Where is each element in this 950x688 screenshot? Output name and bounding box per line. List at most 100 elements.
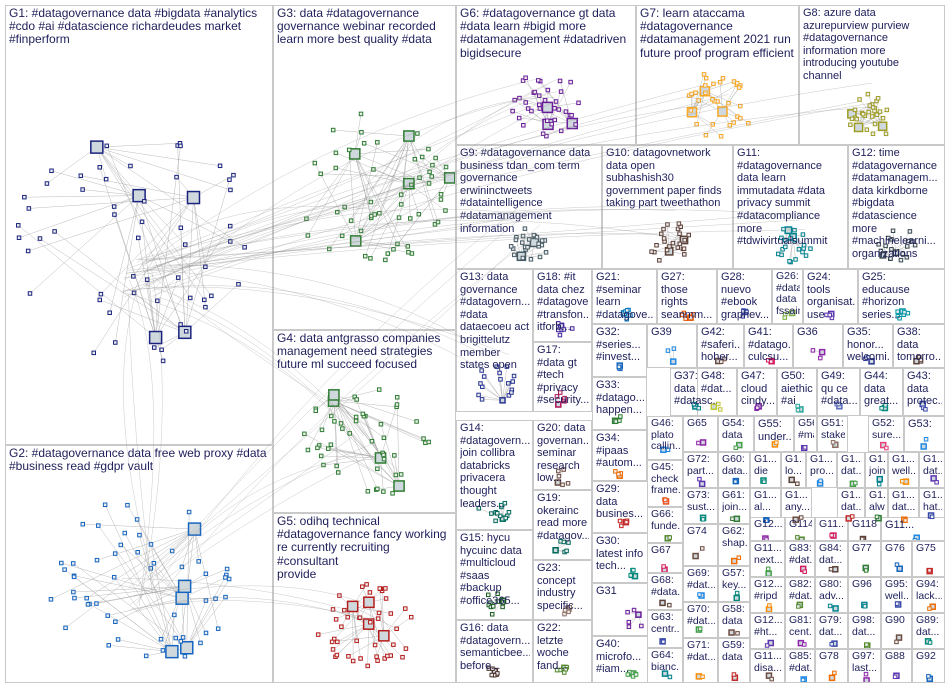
hub-node	[698, 480, 706, 487]
edge	[558, 109, 573, 124]
node	[549, 121, 554, 127]
node	[926, 674, 931, 679]
hub-node	[659, 599, 666, 607]
edge	[127, 505, 183, 599]
edge	[162, 586, 185, 651]
node	[859, 110, 865, 116]
edge	[704, 91, 715, 102]
edge	[378, 612, 385, 636]
edge	[497, 513, 503, 519]
group-cell-g74: G74	[683, 524, 718, 566]
node	[545, 87, 551, 93]
node	[734, 82, 740, 88]
edge	[385, 177, 450, 261]
group-label: G82: #dat...	[789, 579, 812, 602]
group-cell-g88: G88	[881, 649, 912, 683]
hub-node	[853, 122, 864, 133]
hub-node	[800, 676, 807, 682]
group-label: G50: aiethic #ai	[781, 370, 813, 408]
hub-node	[499, 515, 507, 522]
node	[227, 223, 233, 229]
node	[682, 252, 687, 257]
edge	[333, 399, 357, 402]
node	[203, 630, 209, 636]
edge	[352, 606, 360, 618]
edge	[376, 635, 385, 657]
edge	[820, 352, 823, 359]
node	[476, 392, 481, 398]
group-cell-g45: G45: check frame...	[647, 460, 683, 507]
node	[318, 453, 324, 459]
node	[686, 93, 692, 98]
node	[107, 310, 112, 316]
node	[480, 384, 485, 390]
edge	[704, 81, 735, 92]
edge	[314, 162, 356, 242]
node	[326, 446, 331, 451]
edge	[354, 153, 372, 203]
group-cell-g32: G32: #series... #invest...	[592, 324, 647, 377]
node	[552, 117, 558, 123]
node	[539, 238, 545, 243]
edge	[521, 234, 535, 257]
node	[676, 221, 682, 226]
group-cell-g82: G82: #dat...	[785, 577, 815, 613]
edge	[432, 164, 450, 179]
node	[682, 237, 687, 243]
node	[398, 472, 404, 477]
node	[525, 106, 531, 111]
edge	[414, 158, 450, 179]
node	[733, 479, 738, 484]
group-label: G1... pro...	[810, 454, 834, 477]
hub-node	[800, 445, 808, 451]
group-label: G43: data protec...	[907, 370, 942, 408]
node	[427, 169, 432, 175]
group-label: G12...	[754, 519, 782, 530]
node	[761, 479, 767, 484]
group-label: G76	[885, 543, 905, 554]
node	[563, 109, 569, 114]
group-label: G59: data	[722, 640, 745, 663]
edge	[24, 195, 140, 198]
node	[25, 248, 31, 254]
hub-node	[699, 85, 711, 97]
hub-node	[165, 644, 179, 659]
node	[731, 672, 737, 677]
edge	[666, 239, 685, 251]
group-cell-g17: G17: #data gt #tech #privacy #security..…	[533, 342, 592, 412]
edge	[99, 299, 185, 333]
node	[372, 642, 378, 648]
group-label: G22: letzte woche fand...	[537, 622, 569, 672]
edge	[304, 433, 400, 487]
node	[552, 106, 557, 111]
node	[131, 274, 136, 279]
edge	[695, 548, 703, 557]
group-cell-g51: G51: stake...	[817, 416, 848, 452]
edge	[100, 197, 194, 295]
edge	[381, 590, 385, 636]
edge	[18, 195, 140, 238]
node	[112, 212, 117, 217]
edge	[408, 135, 436, 225]
edge	[39, 238, 185, 333]
edge	[181, 598, 186, 657]
node	[618, 471, 624, 476]
hub-node	[717, 106, 728, 117]
node	[392, 453, 397, 458]
edge	[677, 228, 685, 241]
edge	[61, 562, 183, 599]
edge	[368, 602, 407, 649]
edge	[96, 146, 231, 191]
group-label: G16: data #datagovern... semanticbee... …	[460, 622, 530, 672]
edge	[691, 112, 722, 137]
group-label: G90	[885, 615, 905, 626]
edge	[394, 455, 400, 487]
hub-node	[374, 452, 387, 464]
node	[63, 625, 68, 631]
edge	[107, 597, 183, 616]
edge	[534, 242, 542, 246]
edge	[667, 537, 670, 539]
node	[529, 108, 534, 114]
edge	[672, 348, 675, 362]
edge	[411, 177, 450, 186]
